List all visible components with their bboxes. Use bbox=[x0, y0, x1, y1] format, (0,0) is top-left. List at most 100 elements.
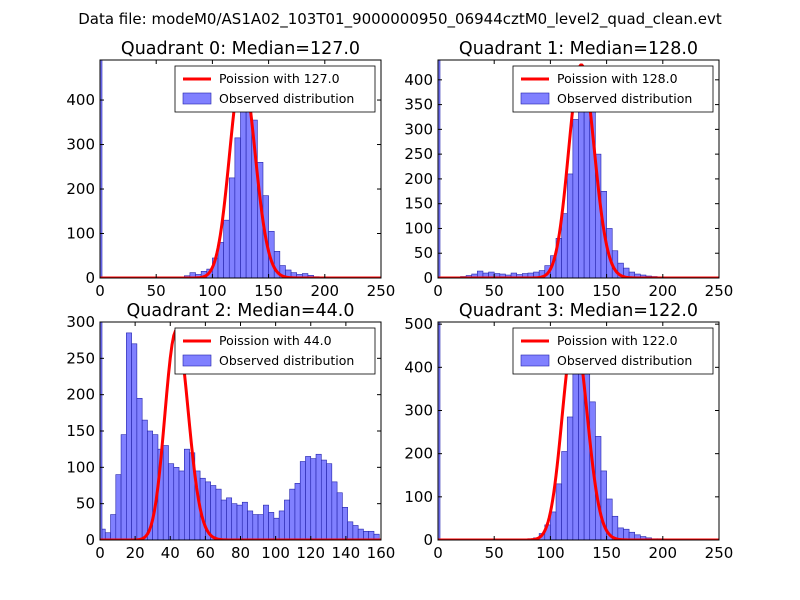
y-tick-label: 400 bbox=[66, 91, 95, 109]
histogram-bar bbox=[228, 177, 236, 278]
histogram-bar bbox=[178, 470, 185, 540]
x-tick-label: 250 bbox=[705, 544, 734, 562]
histogram-bar bbox=[126, 332, 132, 540]
x-tick-label: 40 bbox=[161, 544, 180, 562]
histogram-bar-edge bbox=[438, 322, 441, 540]
histogram-bar bbox=[555, 483, 562, 540]
x-tick-label: 0 bbox=[95, 544, 105, 562]
x-tick-label: 160 bbox=[367, 544, 396, 562]
figure-suptitle: Data file: modeM0/AS1A02_103T01_90000009… bbox=[78, 10, 722, 29]
histogram-bar bbox=[241, 501, 248, 540]
y-tick-label: 100 bbox=[404, 488, 433, 506]
histogram-bar bbox=[252, 514, 259, 540]
histogram-bar bbox=[231, 503, 238, 540]
x-tick-label: 150 bbox=[592, 282, 621, 300]
histogram-bar bbox=[342, 506, 348, 540]
histogram-bar bbox=[566, 416, 574, 540]
y-tick-label: 300 bbox=[66, 136, 95, 154]
x-tick-label: 60 bbox=[196, 544, 215, 562]
y-tick-label: 0 bbox=[423, 269, 433, 287]
plot-area bbox=[100, 322, 381, 540]
x-tick-label: 0 bbox=[433, 282, 443, 300]
histogram-bar bbox=[120, 434, 127, 540]
x-tick-label: 200 bbox=[310, 282, 339, 300]
histogram-bar bbox=[215, 488, 222, 540]
histogram-bar bbox=[234, 137, 241, 278]
x-tick-label: 80 bbox=[231, 544, 250, 562]
x-tick-label: 50 bbox=[147, 282, 166, 300]
x-tick-label: 20 bbox=[126, 544, 145, 562]
y-tick-label: 100 bbox=[66, 458, 95, 476]
quadrant-title: Quadrant 0: Median=127.0 bbox=[121, 39, 360, 59]
histogram-bar bbox=[247, 510, 254, 540]
legend-bar-label: Observed distribution bbox=[557, 91, 692, 106]
legend: Poission with 44.0 Observed distribution bbox=[174, 327, 376, 375]
y-tick-label: 250 bbox=[66, 349, 95, 367]
x-tick-label: 100 bbox=[536, 544, 565, 562]
y-tick-label: 300 bbox=[404, 401, 433, 419]
histogram-bar bbox=[240, 108, 247, 278]
quadrant-0-chart: 0 50 100 150 200 250 0 100 200 300 400 Quadrant 0: … bbox=[66, 39, 395, 300]
histogram-bar bbox=[173, 467, 180, 540]
histogram-bar bbox=[115, 474, 122, 540]
histogram-bar-edge bbox=[438, 60, 441, 278]
y-tick-label: 200 bbox=[404, 170, 433, 188]
histogram-bar-edge bbox=[100, 60, 103, 278]
quadrant-1-chart: 0 50 100 150 200 250 0 50 100 150 200 250 300 350 400 Q… bbox=[404, 39, 733, 300]
legend-bar-swatch bbox=[520, 92, 550, 105]
y-tick-label: 0 bbox=[85, 531, 95, 549]
histogram-bar bbox=[347, 521, 354, 540]
legend-box bbox=[174, 327, 376, 375]
histogram-bar bbox=[305, 456, 312, 540]
x-tick-label: 50 bbox=[485, 282, 504, 300]
histogram-bar bbox=[141, 419, 148, 540]
legend-bar-label: Observed distribution bbox=[557, 353, 692, 368]
histogram-bar bbox=[257, 514, 264, 540]
x-tick-label: 150 bbox=[254, 282, 283, 300]
histogram-bar bbox=[110, 514, 117, 540]
histogram-bar bbox=[572, 369, 579, 540]
y-tick-label: 100 bbox=[404, 219, 433, 237]
histogram-bar bbox=[268, 512, 275, 540]
histogram-bar bbox=[320, 459, 327, 540]
histogram-bar bbox=[236, 504, 243, 540]
histogram-bar bbox=[315, 453, 322, 540]
x-tick-label: 50 bbox=[485, 544, 504, 562]
legend-line-label: Poission with 122.0 bbox=[557, 333, 678, 348]
histogram-bar bbox=[210, 485, 217, 540]
histogram-bar bbox=[184, 448, 190, 540]
axes-frame bbox=[437, 321, 720, 541]
y-tick-label: 0 bbox=[423, 531, 433, 549]
histogram-bar bbox=[131, 343, 138, 540]
legend-box bbox=[174, 65, 376, 113]
y-tick-label: 200 bbox=[404, 445, 433, 463]
histogram-bar bbox=[263, 504, 269, 540]
x-tick-label: 250 bbox=[705, 282, 734, 300]
quadrant-title: Quadrant 1: Median=128.0 bbox=[459, 39, 698, 59]
y-tick-label: 150 bbox=[404, 195, 433, 213]
histogram-bar bbox=[561, 213, 568, 278]
histogram-bar bbox=[336, 492, 343, 540]
histogram-bar bbox=[561, 451, 568, 540]
histogram-bar bbox=[572, 119, 579, 278]
axes-frame bbox=[99, 59, 382, 279]
legend-line-label: Poission with 128.0 bbox=[557, 71, 678, 86]
legend: Poission with 122.0 Observed distribution bbox=[512, 327, 714, 375]
legend-bar-label: Observed distribution bbox=[219, 91, 354, 106]
y-tick-label: 0 bbox=[85, 269, 95, 287]
y-tick-label: 50 bbox=[414, 244, 433, 262]
histogram-bar bbox=[357, 528, 364, 540]
histogram-bar bbox=[162, 445, 169, 540]
legend-line-label: Poission with 44.0 bbox=[219, 333, 332, 348]
histogram-bar bbox=[310, 458, 317, 540]
x-tick-label: 100 bbox=[198, 282, 227, 300]
histogram-bar bbox=[273, 517, 280, 540]
y-tick-label: 50 bbox=[76, 495, 95, 513]
histogram-bar bbox=[566, 173, 574, 278]
histogram-bar bbox=[326, 463, 333, 540]
histogram-bar bbox=[331, 481, 338, 540]
y-tick-label: 250 bbox=[404, 145, 433, 163]
x-tick-label: 200 bbox=[648, 544, 677, 562]
x-tick-label: 0 bbox=[433, 544, 443, 562]
